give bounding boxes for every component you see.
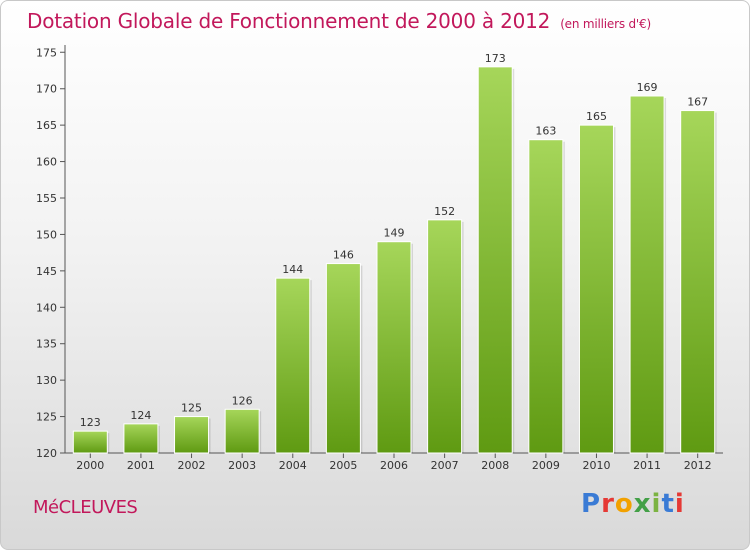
x-tick-label: 2011 (633, 459, 661, 472)
logo-letter: i (674, 489, 685, 519)
x-tick-label: 2002 (178, 459, 206, 472)
bar-2009 (528, 139, 564, 454)
bar-2002 (174, 416, 210, 454)
bar-value-label: 125 (181, 402, 202, 415)
bar-value-label: 163 (535, 125, 556, 138)
y-tick-label: 125 (36, 411, 57, 424)
y-tick-label: 120 (36, 447, 57, 460)
bar-value-label: 146 (333, 249, 354, 262)
bar-value-label: 123 (80, 416, 101, 429)
bar-value-label: 169 (637, 81, 658, 94)
bar-2011 (629, 95, 665, 454)
x-tick-label: 2005 (329, 459, 357, 472)
logo-letter: x (633, 489, 652, 519)
logo-letter: t (661, 489, 675, 519)
chart-unit: (en milliers d'€) (560, 17, 651, 31)
x-tick-label: 2003 (228, 459, 256, 472)
logo-letter: r (601, 489, 615, 519)
logo-letter: P (581, 489, 602, 519)
bar-2001 (123, 423, 159, 454)
x-tick-label: 2000 (76, 459, 104, 472)
chart-axes: 120 125 130 135 140 145 150 155 160 165 170 175 2000… (36, 45, 723, 472)
x-tick-label: 2001 (127, 459, 155, 472)
logo-letter: i (651, 489, 662, 519)
bar-2012 (680, 110, 716, 454)
bar-value-label: 124 (130, 409, 151, 422)
bar-2004 (275, 277, 311, 454)
x-tick-label: 2004 (279, 459, 307, 472)
x-tick-label: 2006 (380, 459, 408, 472)
proxiti-logo: Proxiti (581, 489, 685, 519)
y-tick-label: 145 (36, 265, 57, 278)
bar-value-label: 173 (485, 52, 506, 65)
x-tick-label: 2009 (532, 459, 560, 472)
bar-value-label: 126 (232, 394, 253, 407)
bar-2003 (224, 408, 260, 454)
y-tick-label: 175 (36, 46, 57, 59)
commune-name: MéCLEUVES (33, 497, 138, 518)
y-tick-label: 160 (36, 156, 57, 169)
y-tick-label: 135 (36, 338, 57, 351)
y-tick-label: 170 (36, 83, 57, 96)
y-tick-label: 155 (36, 192, 57, 205)
bar-value-label: 144 (282, 263, 303, 276)
chart-title-text: Dotation Globale de Fonctionnement de 20… (27, 9, 551, 33)
y-tick-label: 165 (36, 119, 57, 132)
bar-value-label: 149 (384, 227, 405, 240)
bar-value-label: 167 (687, 96, 708, 109)
y-tick-label: 150 (36, 228, 57, 241)
x-tick-label: 2007 (431, 459, 459, 472)
x-tick-label: 2008 (481, 459, 509, 472)
bar-2007 (427, 219, 463, 454)
x-tick-label: 2010 (582, 459, 610, 472)
x-tick-label: 2012 (684, 459, 712, 472)
bar-2005 (325, 263, 361, 454)
y-tick-label: 140 (36, 301, 57, 314)
chart-bars: 123 124 125 126 144 146 149 152 173 163 165 169 167 (72, 52, 717, 454)
chart-title: Dotation Globale de Fonctionnement de 20… (27, 9, 651, 33)
bar-value-label: 152 (434, 205, 455, 218)
logo-letter: o (614, 489, 634, 519)
bar-2008 (477, 66, 513, 454)
y-tick-label: 130 (36, 374, 57, 387)
bar-value-label: 165 (586, 110, 607, 123)
bar-2006 (376, 241, 412, 454)
bar-2010 (578, 124, 614, 454)
bar-2000 (72, 430, 108, 454)
